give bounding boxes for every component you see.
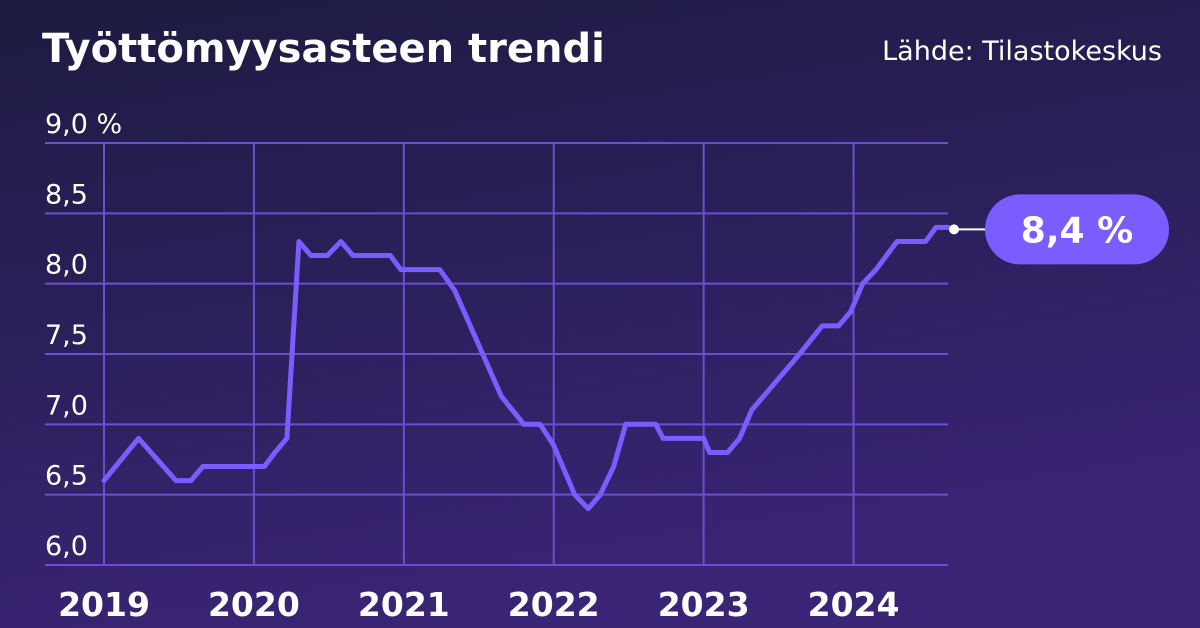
y-tick-label: 9,0 % xyxy=(45,109,122,140)
y-tick-label: 7,5 xyxy=(45,320,88,351)
value-label: 8,4 % xyxy=(1021,210,1133,251)
y-tick-label: 8,5 xyxy=(45,179,88,210)
x-tick-label: 2019 xyxy=(58,585,150,624)
source: Lähde: Tilastokeskus xyxy=(882,36,1162,67)
y-tick-label: 8,0 xyxy=(45,250,88,281)
line xyxy=(101,224,951,512)
x-tick-label: 2024 xyxy=(808,585,900,624)
chart-title: Työttömyysasteen trendi xyxy=(42,26,605,72)
x-tick-label: 2021 xyxy=(358,585,450,624)
y-tick-label: 6,5 xyxy=(45,461,88,492)
x-tick-label: 2023 xyxy=(658,585,750,624)
callout-box xyxy=(985,194,1169,265)
x-tick-label: 2022 xyxy=(508,585,600,624)
y-tick-label: 6,0 xyxy=(45,531,88,562)
x-tick-label: 2020 xyxy=(208,585,300,624)
callout-dot xyxy=(949,224,959,235)
y-tick-label: 7,0 xyxy=(45,390,88,421)
